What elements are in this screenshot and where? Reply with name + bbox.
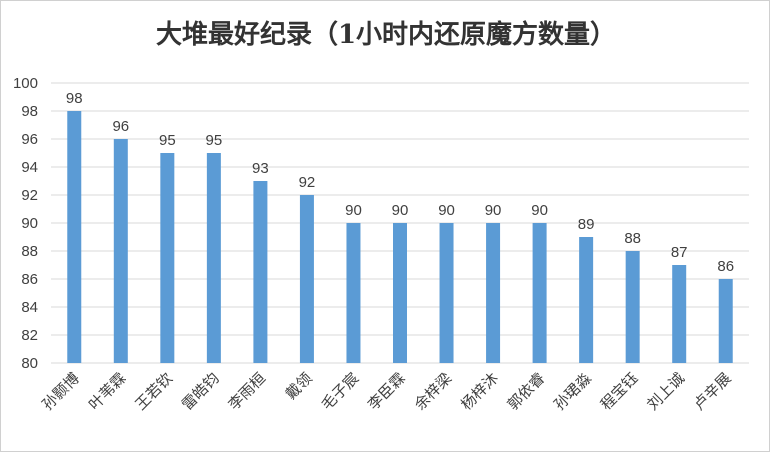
x-category-label: 李雨桓 [225, 369, 270, 414]
data-labels: 98 96 95 95 93 92 90 90 90 90 90 89 88 87 86 [66, 90, 734, 275]
data-label: 96 [112, 118, 129, 135]
bar [113, 139, 128, 363]
bar [625, 251, 640, 363]
bar [579, 237, 594, 363]
x-category-label: 戴领 [282, 369, 316, 403]
bar [67, 111, 82, 363]
y-tick-label: 98 [21, 103, 38, 120]
x-category-label: 郭依睿 [504, 369, 549, 414]
data-label: 98 [66, 90, 83, 107]
data-label: 88 [624, 230, 641, 247]
data-label: 92 [299, 174, 316, 191]
x-category-label: 余梓梁 [411, 369, 456, 414]
x-category-label: 卢辛展 [690, 369, 735, 414]
data-label: 95 [159, 132, 176, 149]
bar [346, 223, 361, 363]
bar [160, 153, 175, 363]
x-category-label: 孙颢博 [39, 369, 84, 414]
y-tick-label: 96 [21, 131, 38, 148]
y-tick-label: 80 [21, 355, 38, 372]
x-category-label: 叶苇霖 [85, 369, 130, 414]
chart-title: 大堆最好纪录（1小时内还原魔方数量） [156, 19, 616, 50]
bar [532, 223, 547, 363]
data-label: 89 [578, 216, 595, 233]
bar [299, 195, 314, 363]
x-category-label: 雷皓钧 [178, 369, 223, 414]
data-label: 90 [392, 202, 409, 219]
y-tick-label: 94 [21, 159, 38, 176]
y-tick-label: 82 [21, 327, 38, 344]
x-category-label: 毛子宸 [318, 369, 363, 414]
y-tick-label: 90 [21, 215, 38, 232]
y-tick-label: 100 [13, 75, 38, 92]
bar [439, 223, 454, 363]
y-tick-label: 92 [21, 187, 38, 204]
x-category-label: 刘上诚 [643, 369, 688, 414]
y-tick-label: 84 [21, 299, 38, 316]
data-label: 87 [671, 244, 688, 261]
y-tick-label: 86 [21, 271, 38, 288]
data-label: 90 [485, 202, 502, 219]
bar [206, 153, 221, 363]
bar [393, 223, 407, 363]
bar [253, 181, 268, 363]
data-label: 90 [345, 202, 362, 219]
x-category-label: 程宝钰 [597, 369, 642, 414]
x-category-label: 李臣霖 [364, 369, 409, 414]
data-label: 86 [717, 258, 734, 275]
x-category-label: 孙珺淼 [550, 369, 595, 414]
bar [672, 265, 687, 363]
bar [486, 223, 501, 363]
data-label: 93 [252, 160, 269, 177]
data-label: 90 [438, 202, 455, 219]
bar [718, 279, 733, 363]
data-label: 95 [206, 132, 223, 149]
x-axis-categories: 孙颢博 叶苇霖 王若钦 雷皓钧 李雨桓 戴领 毛子宸 李臣霖 余梓梁 杨梓沐 郭依睿 孙珺淼 程宝钰 刘上… [39, 369, 735, 414]
data-label: 90 [531, 202, 548, 219]
bars [67, 111, 733, 363]
y-tick-label: 88 [21, 243, 38, 260]
x-category-label: 杨梓沐 [457, 369, 502, 414]
y-axis-ticks: 80 82 84 86 88 90 92 94 96 98 100 [13, 75, 38, 372]
x-category-label: 王若钦 [132, 369, 177, 414]
